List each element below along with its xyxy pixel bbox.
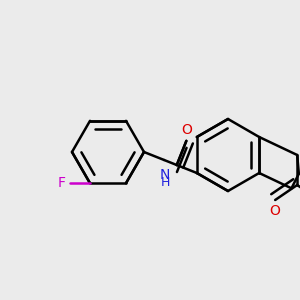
Text: O: O <box>181 123 192 137</box>
Text: N: N <box>160 168 170 182</box>
Text: O: O <box>270 204 280 218</box>
Text: F: F <box>58 176 66 190</box>
Text: H: H <box>160 176 170 189</box>
